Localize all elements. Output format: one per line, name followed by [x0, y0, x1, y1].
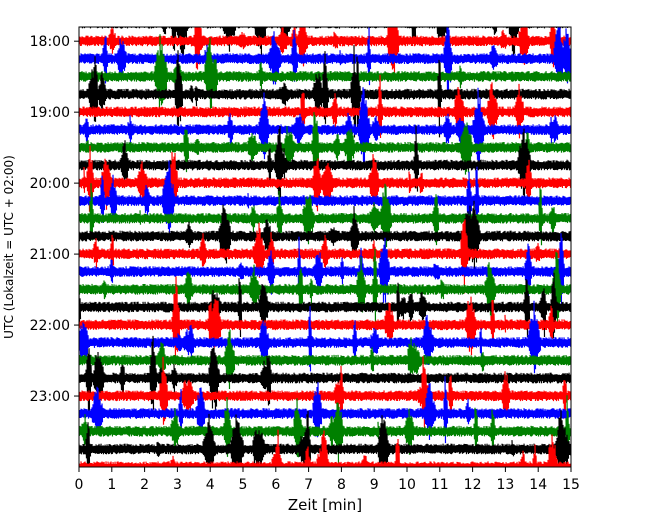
trace-line — [79, 219, 571, 294]
x-tick-label: 14 — [529, 477, 547, 493]
y-axis-label: UTC (Lokalzeit = UTC + 02:00) — [2, 155, 16, 339]
y-tick-label: 21:00 — [30, 247, 70, 263]
x-tick-label: 6 — [271, 477, 280, 493]
x-axis: 0 1 2 3 4 5 6 7 8 9 10 11 12 13 14 15 — [75, 467, 580, 493]
y-tick-label: 22:00 — [30, 318, 70, 334]
x-tick-label: 5 — [239, 477, 248, 493]
trace-layer — [79, 27, 571, 467]
y-tick-label: 23:00 — [30, 389, 70, 405]
x-tick-label: 2 — [140, 477, 149, 493]
x-tick-label: 11 — [431, 477, 449, 493]
x-tick-label: 7 — [304, 477, 313, 493]
x-tick-label: 3 — [173, 477, 182, 493]
x-tick-label: 9 — [370, 477, 379, 493]
x-tick-label: 10 — [398, 477, 416, 493]
x-tick-label: 0 — [75, 477, 84, 493]
y-tick-label: 18:00 — [30, 34, 70, 50]
x-tick-label: 1 — [107, 477, 116, 493]
y-tick-label: 20:00 — [30, 176, 70, 192]
x-tick-label: 8 — [337, 477, 346, 493]
y-axis: 18:00 19:00 20:00 21:00 22:00 23:00 — [30, 34, 79, 405]
plot-frame — [78, 26, 572, 468]
x-tick-label: 13 — [496, 477, 514, 493]
y-tick-label: 19:00 — [30, 105, 70, 121]
x-tick-label: 12 — [464, 477, 482, 493]
x-tick-label: 4 — [206, 477, 215, 493]
x-axis-label: Zeit [min] — [288, 496, 362, 514]
x-tick-label: 15 — [562, 477, 580, 493]
